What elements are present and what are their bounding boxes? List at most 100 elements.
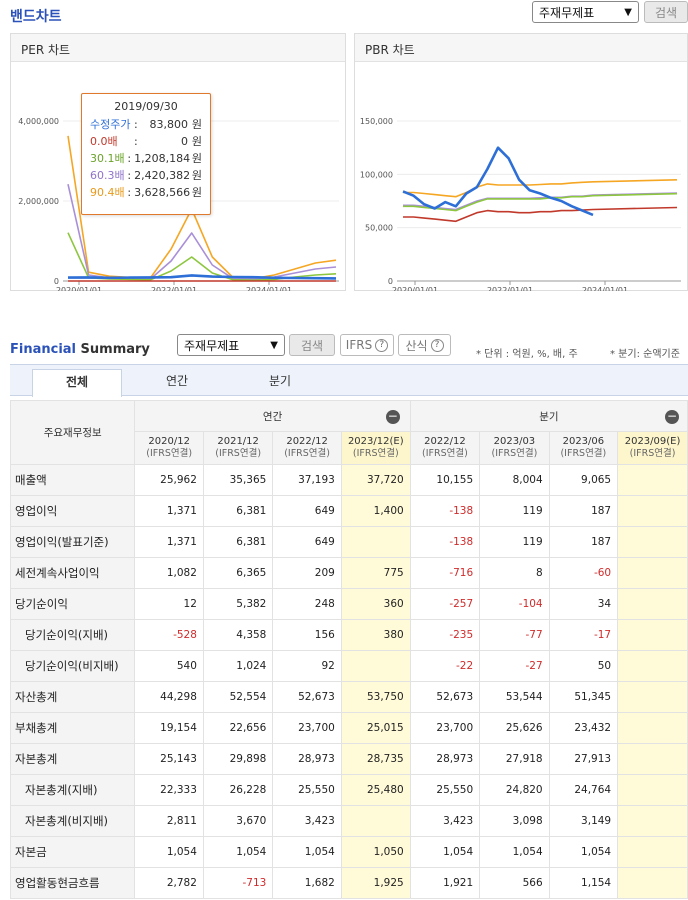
column-header: 2023/06 (IFRS연결)	[548, 431, 619, 465]
table-cell: 25,143	[134, 743, 204, 775]
row-label: 영업이익(발표기준)	[9, 526, 136, 558]
annual-group-label: 연간	[262, 410, 283, 423]
tooltip-value: 0	[181, 135, 188, 148]
band-search-button[interactable]: 검색	[644, 1, 688, 23]
column-basis: (IFRS연결)	[352, 448, 399, 459]
financial-table: 주요재무정보 연간 − 분기 − 2020/12 (IFRS연결) 2021/12(…	[9, 400, 688, 899]
quarter-group-label: 분기	[539, 410, 559, 423]
column-date: 2023/03	[493, 436, 536, 447]
chevron-down-icon: ▼	[270, 339, 278, 351]
tab-all[interactable]: 전체	[32, 369, 122, 397]
table-cell: 1,054	[479, 836, 550, 868]
table-cell: 35,365	[202, 464, 274, 496]
table-row: 영업이익(발표기준) 1,371 6,381 649 -138 119 187	[9, 526, 688, 558]
tab-annual[interactable]: 연간	[165, 374, 189, 388]
table-cell: 1,054	[548, 836, 619, 868]
table-cell: 53,750	[340, 681, 411, 713]
table-row: 당기순이익(비지배) 540 1,024 92 -22 -27 50	[9, 650, 688, 682]
series-line-0	[402, 146, 594, 217]
table-cell: -27	[479, 650, 550, 682]
tab-quarter[interactable]: 분기	[268, 374, 292, 388]
table-cell: 1,054	[202, 836, 274, 868]
table-cell: 1,682	[272, 867, 342, 899]
tooltip-unit: 원	[191, 118, 202, 131]
table-cell	[617, 836, 688, 868]
series-line-4	[67, 135, 337, 280]
tooltip-value: 3,628,566	[134, 186, 191, 199]
table-cell: -17	[548, 619, 619, 651]
fs-tabs: 전체 연간 분기	[10, 364, 688, 397]
formula-help-button[interactable]: 산식?	[398, 334, 451, 356]
fs-search-button[interactable]: 검색	[289, 334, 335, 356]
table-cell: 1,054	[134, 836, 204, 868]
table-cell: 4,358	[202, 619, 274, 651]
table-cell: 10,155	[409, 464, 481, 496]
table-cell: 8	[479, 557, 550, 589]
table-cell: 22,333	[134, 774, 204, 806]
table-cell: 3,423	[409, 805, 481, 837]
table-cell: 52,673	[409, 681, 481, 713]
table-cell: 1,921	[409, 867, 481, 899]
table-cell: 23,700	[409, 712, 481, 744]
series-line-1	[403, 206, 678, 223]
row-label: 당기순이익(비지배)	[9, 650, 136, 682]
column-basis: (IFRS연결)	[146, 448, 193, 459]
y-tick-label: 150,000	[360, 117, 393, 126]
tooltip-value: 1,208,184	[134, 152, 191, 165]
table-cell: 1,054	[409, 836, 481, 868]
x-tick-label: 2022/01/01	[151, 286, 197, 291]
tooltip-unit: 원	[191, 152, 202, 165]
collapse-annual-icon[interactable]: −	[385, 409, 400, 424]
column-basis: (IFRS연결)	[560, 448, 607, 459]
tooltip-series-name: 수정주가	[90, 118, 131, 131]
table-cell: 2,782	[134, 867, 204, 899]
ifrs-help-button[interactable]: IFRS?	[340, 334, 394, 356]
tooltip-unit: 원	[191, 186, 202, 199]
table-cell: 1,400	[340, 495, 411, 527]
quarter-group-header: 분기 −	[409, 400, 688, 432]
table-cell: 24,764	[548, 774, 619, 806]
column-header: 2023/09(E) (IFRS연결)	[617, 431, 688, 465]
table-cell: 156	[272, 619, 342, 651]
table-cell: -77	[479, 619, 550, 651]
table-cell: 649	[272, 526, 342, 558]
tooltip-separator: :	[134, 118, 138, 131]
table-cell: 37,720	[340, 464, 411, 496]
table-row: 자본총계(비지배) 2,811 3,670 3,423 3,423 3,098 3,149	[9, 805, 688, 837]
table-cell: 25,480	[340, 774, 411, 806]
table-cell: 187	[548, 495, 619, 527]
table-cell: 3,670	[202, 805, 274, 837]
table-cell: 360	[340, 588, 411, 620]
table-cell: 27,918	[479, 743, 550, 775]
table-cell: -104	[479, 588, 550, 620]
column-header: 2022/12 (IFRS연결)	[272, 431, 342, 465]
tooltip-row: 30.1배:1,208,184 원	[90, 150, 202, 167]
fs-statement-select[interactable]: 주재무제표 ▼	[177, 334, 285, 356]
quarter-note: * 분기: 순액기준	[610, 349, 680, 360]
table-cell: 209	[272, 557, 342, 589]
table-cell: 380	[340, 619, 411, 651]
table-cell: 23,432	[548, 712, 619, 744]
tooltip-separator: :	[127, 169, 132, 182]
column-basis: (IFRS연결)	[629, 448, 676, 459]
tooltip-unit: 원	[191, 135, 202, 148]
annual-group-header: 연간 −	[134, 400, 411, 432]
band-statement-select[interactable]: 주재무제표 ▼	[532, 1, 639, 23]
table-cell	[617, 681, 688, 713]
table-cell	[340, 526, 411, 558]
y-tick-label: 4,000,000	[18, 117, 59, 126]
table-cell	[340, 650, 411, 682]
x-tick-label: 2024/01/01	[582, 286, 628, 291]
tooltip-value: 83,800	[149, 118, 189, 131]
row-label: 당기순이익(지배)	[9, 619, 136, 651]
collapse-quarter-icon[interactable]: −	[665, 409, 679, 424]
table-cell: 27,913	[548, 743, 619, 775]
column-basis: (IFRS연결)	[215, 448, 262, 459]
table-cell: 28,973	[409, 743, 481, 775]
table-cell	[617, 712, 688, 744]
table-row: 자본총계(지배) 22,333 26,228 25,550 25,480 25,550 24…	[9, 774, 688, 806]
table-cell: 24,820	[479, 774, 550, 806]
row-label: 영업활동현금흐름	[9, 867, 136, 899]
column-date: 2022/12	[286, 436, 328, 447]
unit-note: * 단위 : 억원, %, 배, 주	[476, 349, 578, 360]
